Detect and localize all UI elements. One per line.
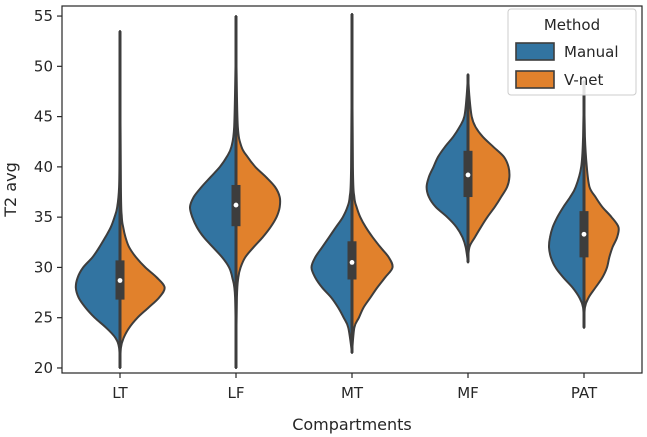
legend-swatch-manual bbox=[515, 42, 555, 61]
legend-label-vnet: V-net bbox=[564, 71, 604, 89]
y-tick-label: 35 bbox=[34, 208, 53, 226]
y-tick-label: 45 bbox=[34, 108, 53, 126]
x-axis-label: Compartments bbox=[292, 415, 412, 434]
y-axis-label: T2 avg bbox=[1, 162, 20, 217]
legend-title: Method bbox=[544, 16, 600, 34]
violin-vnet-mt bbox=[351, 13, 394, 354]
median-point-pat bbox=[581, 231, 587, 237]
box-inner-layer bbox=[115, 14, 589, 368]
violin-vnet-mf bbox=[467, 73, 511, 264]
y-tick-label: 20 bbox=[34, 359, 53, 377]
violin-vnet-pat bbox=[583, 80, 620, 329]
y-tick-label: 50 bbox=[34, 57, 53, 75]
violin-manual-mf bbox=[425, 73, 469, 264]
median-point-mt bbox=[349, 259, 355, 265]
violin-manual-lf bbox=[188, 15, 237, 369]
violin-manual-pat bbox=[547, 80, 585, 329]
legend-swatch-vnet bbox=[515, 70, 555, 89]
x-tick-label-lf: LF bbox=[228, 384, 245, 402]
legend: Method Manual V-net bbox=[507, 8, 637, 96]
y-tick-label: 30 bbox=[34, 258, 53, 276]
x-tick-label-pat: PAT bbox=[571, 384, 598, 402]
y-axis: 20 25 30 35 40 45 50 55 bbox=[34, 7, 62, 377]
legend-label-manual: Manual bbox=[564, 43, 619, 61]
median-point-lt bbox=[117, 278, 123, 283]
y-tick-label: 55 bbox=[34, 7, 53, 25]
median-point-lf bbox=[233, 202, 239, 208]
x-axis: LT LF MT MF PAT bbox=[112, 373, 598, 402]
y-tick-label: 40 bbox=[34, 158, 53, 176]
violins-layer bbox=[74, 13, 620, 369]
x-tick-label-mt: MT bbox=[341, 384, 364, 402]
x-tick-label-mf: MF bbox=[457, 384, 479, 402]
y-tick-label: 25 bbox=[34, 309, 53, 327]
x-tick-label-lt: LT bbox=[112, 384, 128, 402]
median-point-mf bbox=[465, 172, 471, 178]
violin-vnet-lt bbox=[119, 30, 166, 369]
violin-manual-lt bbox=[74, 30, 121, 369]
violin-vnet-lf bbox=[235, 15, 282, 369]
violin-manual-mt bbox=[310, 13, 353, 354]
legend-items: Manual V-net bbox=[515, 42, 619, 89]
